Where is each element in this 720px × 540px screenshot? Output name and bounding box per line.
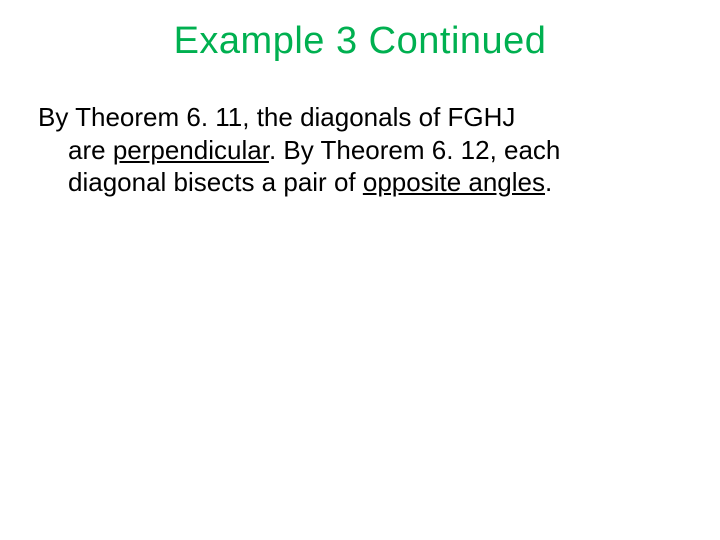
underlined-perpendicular: perpendicular <box>113 135 269 165</box>
slide-container: Example 3 Continued By Theorem 6. 11, th… <box>0 0 720 540</box>
body-line3-part1: diagonal bisects a pair of <box>68 167 363 197</box>
body-line3: diagonal bisects a pair of opposite angl… <box>38 166 660 199</box>
body-line1: By Theorem 6. 11, the diagonals of FGHJ <box>38 102 515 132</box>
body-line2-part2: . By Theorem 6. 12, each <box>269 135 560 165</box>
body-line2-part1: are <box>68 135 113 165</box>
underlined-opposite-angles: opposite angles <box>363 167 545 197</box>
body-line3-part2: . <box>545 167 552 197</box>
slide-body: By Theorem 6. 11, the diagonals of FGHJ … <box>0 101 720 199</box>
slide-title: Example 3 Continued <box>0 20 720 63</box>
body-line2: are perpendicular. By Theorem 6. 12, eac… <box>38 134 660 167</box>
